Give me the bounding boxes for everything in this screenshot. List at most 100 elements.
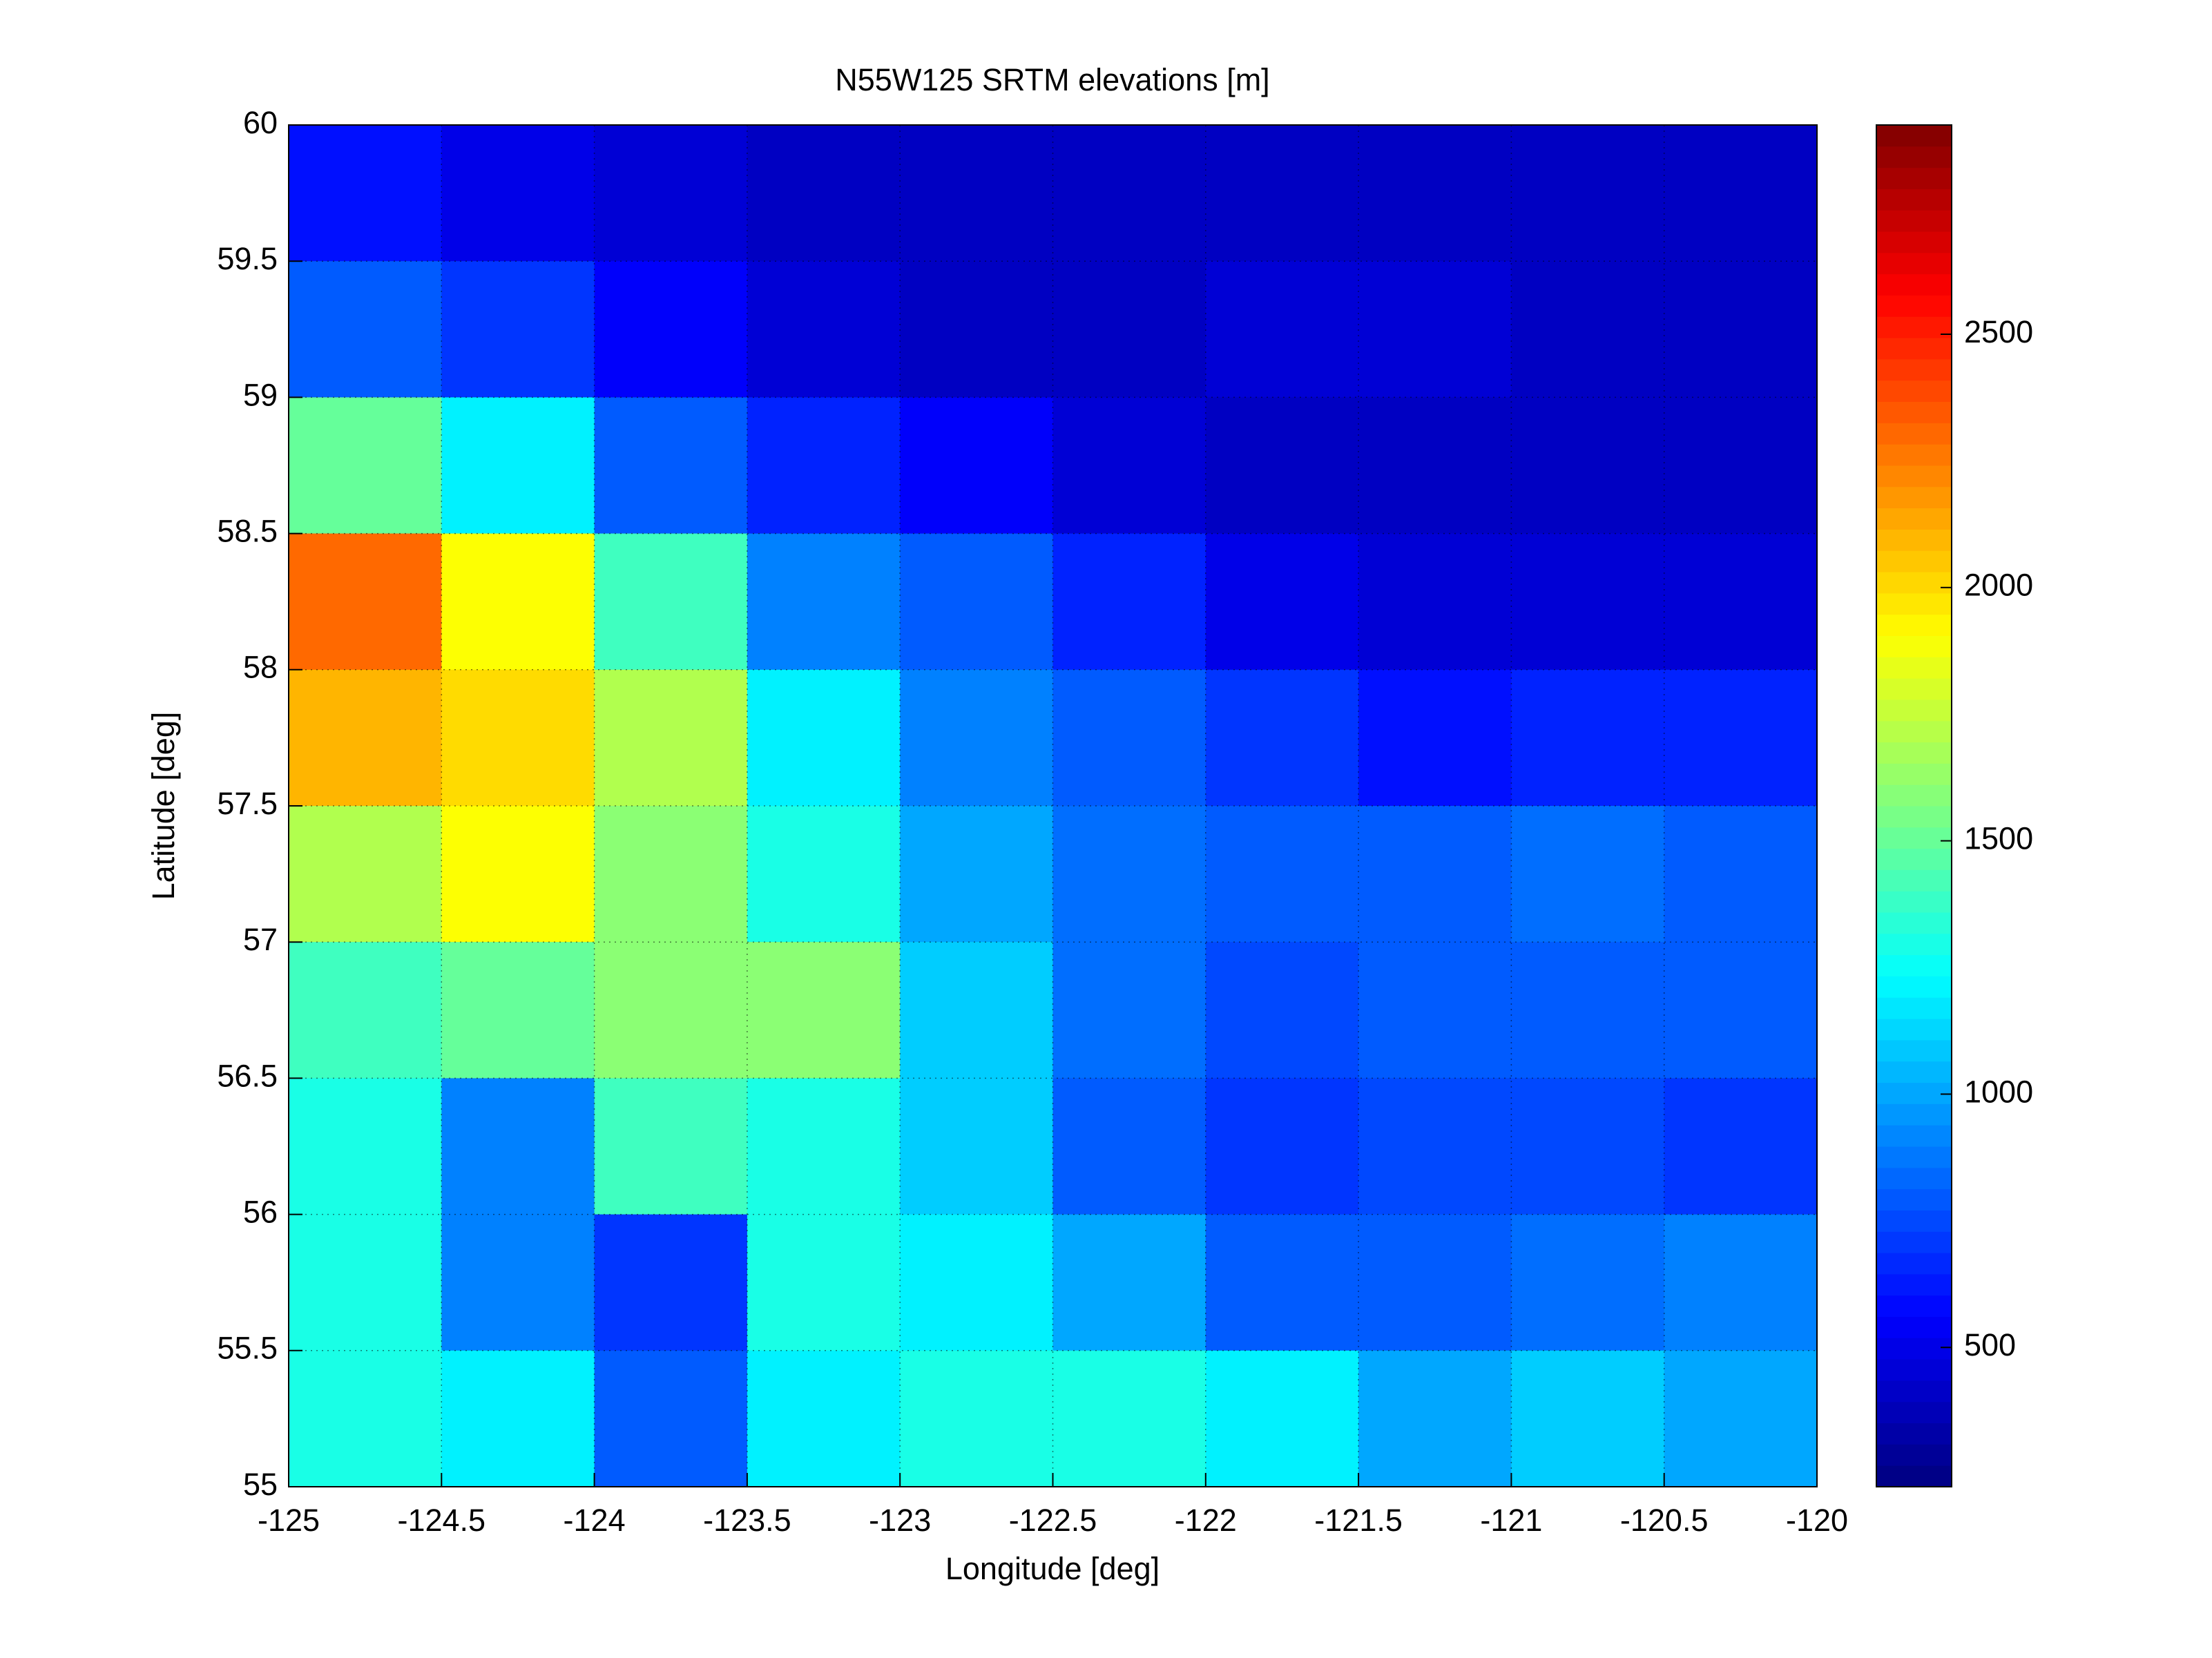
colorbar-frame	[1876, 124, 1952, 1487]
heat-cell	[900, 1214, 1053, 1351]
x-axis-label: Longitude [deg]	[945, 1551, 1160, 1586]
colorbar-tick-label: 2000	[1964, 568, 2033, 603]
colorbar-segment	[1876, 1359, 1952, 1381]
colorbar-tick-label: 500	[1964, 1327, 2016, 1362]
x-tick-label: -122	[1175, 1503, 1237, 1538]
heat-cell	[441, 669, 595, 807]
heat-cell	[441, 942, 595, 1079]
colorbar-segment	[1876, 252, 1952, 275]
x-tick-label: -124.5	[397, 1503, 485, 1538]
heat-cell	[289, 397, 442, 534]
colorbar-segment	[1876, 338, 1952, 360]
heat-cell	[594, 533, 748, 671]
heat-cell	[1511, 806, 1665, 943]
heat-cell	[900, 942, 1053, 1079]
heat-cell	[1511, 1214, 1665, 1351]
colorbar-segment	[1876, 146, 1952, 168]
heat-cell	[289, 806, 442, 943]
colorbar-segment	[1876, 231, 1952, 253]
heat-cell	[441, 806, 595, 943]
heat-cell	[1052, 669, 1206, 807]
colorbar-segment	[1876, 1423, 1952, 1445]
x-tick-label: -122.5	[1009, 1503, 1097, 1538]
x-tick-label: -121.5	[1314, 1503, 1403, 1538]
heat-cell	[1205, 1078, 1359, 1215]
colorbar-segment	[1876, 1167, 1952, 1190]
x-tick-label: -125	[258, 1503, 320, 1538]
heat-cell	[1358, 125, 1512, 262]
heat-cell	[747, 1350, 901, 1487]
heat-cell	[747, 261, 901, 398]
colorbar-segment	[1876, 1210, 1952, 1232]
heat-cell	[747, 1078, 901, 1215]
heat-cell	[441, 397, 595, 534]
heat-cell	[900, 806, 1053, 943]
colorbar-segment	[1876, 657, 1952, 679]
colorbar-segment	[1876, 1295, 1952, 1317]
heat-cell	[594, 1350, 748, 1487]
heat-cell	[1358, 1214, 1512, 1351]
colorbar-segment	[1876, 614, 1952, 636]
heat-cell	[747, 669, 901, 807]
heat-cell	[1358, 397, 1512, 534]
colorbar-segment	[1876, 806, 1952, 828]
x-tick-label: -124	[564, 1503, 626, 1538]
colorbar-segment	[1876, 1103, 1952, 1126]
heat-cell	[1358, 942, 1512, 1079]
x-tick-label: -123	[869, 1503, 931, 1538]
heat-cell	[1052, 261, 1206, 398]
heat-cell	[1511, 669, 1665, 807]
colorbar-segment	[1876, 678, 1952, 700]
heat-cell	[900, 261, 1053, 398]
heat-cell	[900, 1078, 1053, 1215]
x-tick-label: -123.5	[703, 1503, 791, 1538]
heat-cell	[594, 1078, 748, 1215]
heat-cell	[747, 942, 901, 1079]
colorbar-segment	[1876, 763, 1952, 785]
y-tick-label: 58	[243, 650, 278, 685]
heat-cell	[1358, 669, 1512, 807]
heat-cell	[1511, 1078, 1665, 1215]
heat-cell	[1052, 1078, 1206, 1215]
heat-cell	[594, 125, 748, 262]
y-tick-label: 56.5	[217, 1058, 278, 1093]
y-tick-label: 58.5	[217, 513, 278, 548]
plot-frame	[288, 124, 1818, 1487]
colorbar-segment	[1876, 550, 1952, 572]
y-tick-label: 57.5	[217, 786, 278, 821]
heat-cell	[1358, 533, 1512, 671]
colorbar-segment	[1876, 508, 1952, 530]
colorbar-segment	[1876, 1316, 1952, 1338]
colorbar-segment	[1876, 997, 1952, 1019]
colorbar-segment	[1876, 529, 1952, 551]
y-tick-label: 55.5	[217, 1331, 278, 1366]
heat-cell	[1511, 397, 1665, 534]
colorbar-segment	[1876, 912, 1952, 934]
colorbar-segment	[1876, 848, 1952, 870]
colorbar-segment	[1876, 401, 1952, 423]
heat-cell	[289, 1078, 442, 1215]
colorbar-segment	[1876, 720, 1952, 743]
heat-cell	[289, 533, 442, 671]
heat-cell	[1052, 1214, 1206, 1351]
heat-cell	[900, 397, 1053, 534]
heat-cell	[900, 125, 1053, 262]
colorbar-segment	[1876, 465, 1952, 488]
heat-cell	[1664, 261, 1818, 398]
heat-cell	[747, 533, 901, 671]
heat-cell	[594, 397, 748, 534]
heat-cell	[1205, 261, 1359, 398]
heat-cell	[1052, 397, 1206, 534]
colorbar-segment	[1876, 444, 1952, 466]
heat-cell	[1052, 125, 1206, 262]
heat-cell	[1205, 1214, 1359, 1351]
colorbar-segment	[1876, 210, 1952, 232]
colorbar-segment	[1876, 167, 1952, 189]
heat-cell	[289, 1214, 442, 1351]
colorbar-segment	[1876, 1401, 1952, 1424]
heat-cell	[1664, 669, 1818, 807]
colorbar-segment	[1876, 1061, 1952, 1083]
colorbar-segment	[1876, 1273, 1952, 1296]
x-tick-label: -120.5	[1620, 1503, 1709, 1538]
